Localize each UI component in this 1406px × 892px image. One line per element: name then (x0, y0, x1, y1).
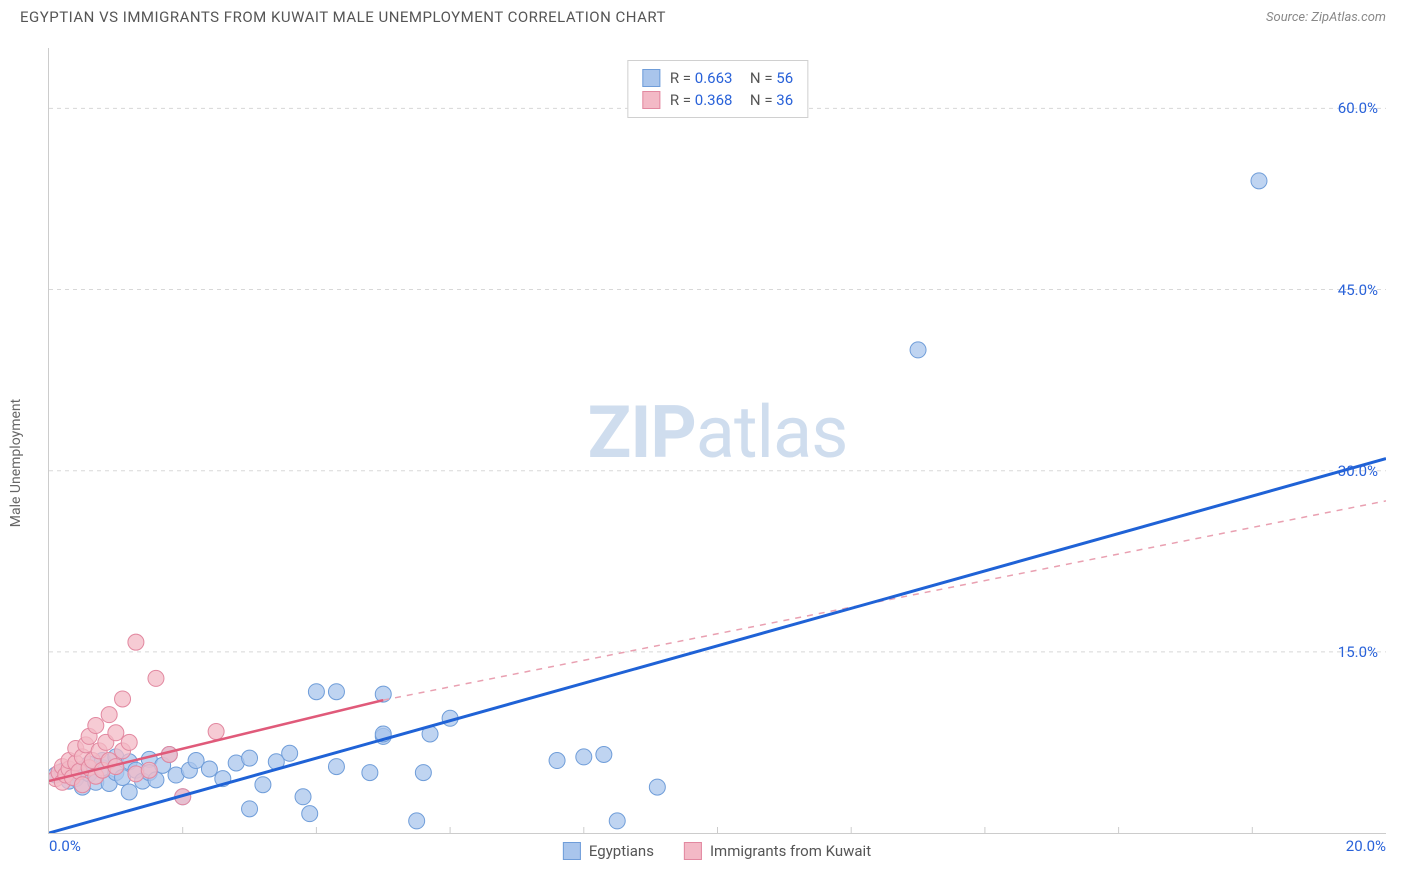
ytick-label: 30.0% (1338, 462, 1378, 480)
chart-container: Male Unemployment ZIPatlas R = 0.663 N =… (48, 48, 1386, 862)
legend-stats-row-kuwait: R = 0.368 N = 36 (642, 89, 793, 111)
swatch-egyptians (642, 69, 660, 87)
legend-bottom: Egyptians Immigrants from Kuwait (563, 842, 871, 860)
y-axis-label: Male Unemployment (8, 399, 24, 527)
chart-source: Source: ZipAtlas.com (1266, 10, 1386, 25)
stat-n-egyptians: N = 56 (742, 69, 793, 87)
legend-stats-box: R = 0.663 N = 56 R = 0.368 N = 36 (627, 60, 808, 118)
legend-stats-row-egyptians: R = 0.663 N = 56 (642, 67, 793, 89)
swatch-kuwait-bottom (684, 842, 702, 860)
legend-item-egyptians: Egyptians (563, 842, 654, 860)
xtick-label: 20.0% (1346, 837, 1386, 855)
stat-r-egyptians: R = 0.663 (670, 69, 733, 87)
swatch-egyptians-bottom (563, 842, 581, 860)
swatch-kuwait (642, 91, 660, 109)
stat-n-kuwait: N = 36 (742, 91, 793, 109)
ytick-label: 45.0% (1338, 281, 1378, 299)
legend-label-egyptians: Egyptians (589, 842, 654, 860)
chart-title: EGYPTIAN VS IMMIGRANTS FROM KUWAIT MALE … (20, 8, 666, 26)
ytick-label: 60.0% (1338, 99, 1378, 117)
chart-header: EGYPTIAN VS IMMIGRANTS FROM KUWAIT MALE … (0, 0, 1406, 32)
xtick-label: 0.0% (49, 837, 81, 855)
legend-label-kuwait: Immigrants from Kuwait (710, 842, 871, 860)
stat-r-kuwait: R = 0.368 (670, 91, 733, 109)
ytick-label: 15.0% (1338, 643, 1378, 661)
legend-item-kuwait: Immigrants from Kuwait (684, 842, 871, 860)
plot-area: ZIPatlas R = 0.663 N = 56 R = 0.368 N = … (48, 48, 1386, 834)
